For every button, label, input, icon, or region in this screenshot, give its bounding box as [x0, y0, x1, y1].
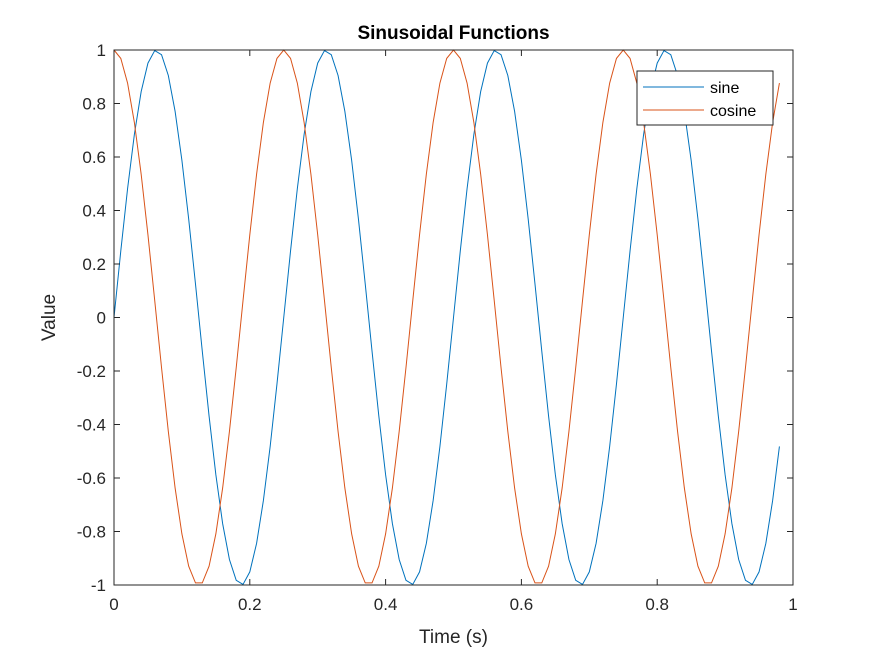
ticks-layer: 0 0.2 0.4 0.6 0.8 1 -1 -0.8 -0.6 -0.4 -0.2 0 0.2 0.4 0…	[77, 41, 798, 614]
x-tick-label: 0.2	[238, 595, 262, 614]
y-tick-label: -0.4	[77, 416, 106, 435]
x-tick-label: 0.6	[510, 595, 534, 614]
y-tick-label: -0.8	[77, 523, 106, 542]
x-tick-label: 1	[788, 595, 797, 614]
chart-title: Sinusoidal Functions	[357, 23, 549, 44]
x-tick-label: 0	[109, 595, 118, 614]
legend-box	[636, 70, 774, 126]
series-line-sine	[113, 49, 780, 586]
y-tick-label: 0.6	[82, 148, 106, 167]
x-tick-label: 0.4	[374, 595, 398, 614]
y-tick-label: -0.6	[77, 469, 106, 488]
legend-label-cosine: cosine	[710, 103, 756, 120]
y-axis-label: Value	[39, 294, 60, 341]
y-tick-label: 1	[97, 41, 106, 60]
y-tick-label: 0.8	[82, 95, 106, 114]
series-line-cosine	[113, 49, 780, 584]
x-axis-label: Time (s)	[419, 627, 488, 648]
y-tick-label: 0.4	[82, 202, 106, 221]
y-tick-label: 0.2	[82, 255, 106, 274]
x-tick-label: 0.8	[645, 595, 669, 614]
legend-label-sine: sine	[710, 80, 739, 97]
legend: sine cosine	[636, 70, 774, 126]
y-tick-label: -1	[91, 576, 106, 595]
y-tick-label: -0.2	[77, 362, 106, 381]
y-tick-label: 0	[97, 309, 106, 328]
series-layer	[113, 49, 780, 586]
